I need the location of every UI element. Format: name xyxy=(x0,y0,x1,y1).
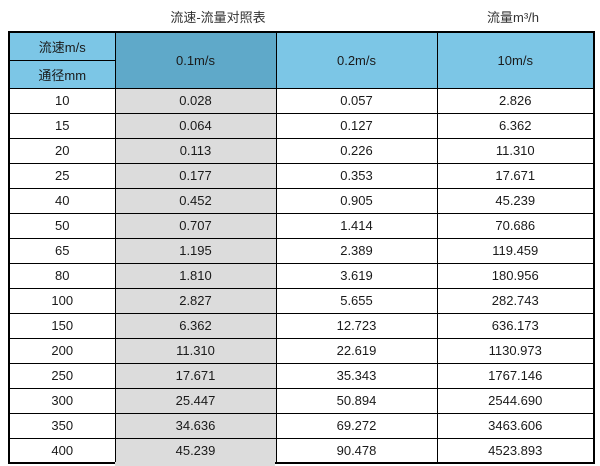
table-row: 100 2.827 5.655 282.743 xyxy=(8,287,595,314)
value-cell: 0.905 xyxy=(275,187,438,214)
value-cell: 2.827 xyxy=(114,287,277,314)
value-cell: 0.057 xyxy=(275,87,438,114)
value-cell: 45.239 xyxy=(436,187,595,214)
diameter-cell: 250 xyxy=(8,362,116,389)
value-cell: 12.723 xyxy=(275,312,438,339)
value-cell: 70.686 xyxy=(436,212,595,239)
table-row: 65 1.195 2.389 119.459 xyxy=(8,237,595,264)
value-cell: 1767.146 xyxy=(436,362,595,389)
diameter-cell: 150 xyxy=(8,312,116,339)
table-row: 250 17.671 35.343 1767.146 xyxy=(8,362,595,389)
diameter-cell: 350 xyxy=(8,412,116,439)
value-cell: 5.655 xyxy=(275,287,438,314)
table-row: 10 0.028 0.057 2.826 xyxy=(8,87,595,114)
value-cell: 1.810 xyxy=(114,262,277,289)
value-cell: 11.310 xyxy=(114,337,277,364)
value-cell: 6.362 xyxy=(114,312,277,339)
value-cell: 282.743 xyxy=(436,287,595,314)
table-row: 40 0.452 0.905 45.239 xyxy=(8,187,595,214)
flow-unit-label: 流量m³/h xyxy=(487,10,540,25)
table-row: 25 0.177 0.353 17.671 xyxy=(8,162,595,189)
value-cell: 11.310 xyxy=(436,137,595,164)
value-cell: 4523.893 xyxy=(436,437,595,464)
diameter-cell: 50 xyxy=(8,212,116,239)
value-cell: 0.226 xyxy=(275,137,438,164)
value-cell: 0.064 xyxy=(114,112,277,139)
value-cell: 1130.973 xyxy=(436,337,595,364)
table-row: 20 0.113 0.226 11.310 xyxy=(8,137,595,164)
value-cell: 3.619 xyxy=(275,262,438,289)
value-cell: 0.353 xyxy=(275,162,438,189)
value-cell: 2544.690 xyxy=(436,387,595,414)
value-cell: 45.239 xyxy=(114,437,277,464)
value-cell: 34.636 xyxy=(114,412,277,439)
diameter-cell: 65 xyxy=(8,237,116,264)
column-header-0-1ms: 0.1m/s xyxy=(114,31,277,89)
value-cell: 180.956 xyxy=(436,262,595,289)
value-cell: 2.826 xyxy=(436,87,595,114)
value-cell: 17.671 xyxy=(114,362,277,389)
table-body: 10 0.028 0.057 2.826 15 0.064 0.127 6.362 20 0.11… xyxy=(8,87,595,464)
value-cell: 3463.606 xyxy=(436,412,595,439)
table-row: 400 45.239 90.478 4523.893 xyxy=(8,437,595,464)
diameter-cell: 20 xyxy=(8,137,116,164)
value-cell: 90.478 xyxy=(275,437,438,464)
table-row: 15 0.064 0.127 6.362 xyxy=(8,112,595,139)
table-row: 80 1.810 3.619 180.956 xyxy=(8,262,595,289)
value-cell: 22.619 xyxy=(275,337,438,364)
table-header: 流速m/s 0.1m/s 0.2m/s 10m/s 通径mm xyxy=(8,31,595,89)
table-title: 流速-流量对照表 xyxy=(170,10,266,25)
diameter-cell: 25 xyxy=(8,162,116,189)
value-cell: 119.459 xyxy=(436,237,595,264)
diameter-cell: 100 xyxy=(8,287,116,314)
value-cell: 0.127 xyxy=(275,112,438,139)
column-header-10ms: 10m/s xyxy=(436,31,595,89)
value-cell: 35.343 xyxy=(275,362,438,389)
value-cell: 0.452 xyxy=(114,187,277,214)
table-row: 200 11.310 22.619 1130.973 xyxy=(8,337,595,364)
value-cell: 636.173 xyxy=(436,312,595,339)
value-cell: 17.671 xyxy=(436,162,595,189)
diameter-cell: 200 xyxy=(8,337,116,364)
value-cell: 69.272 xyxy=(275,412,438,439)
value-cell: 0.028 xyxy=(114,87,277,114)
grey-column-tail-decoration xyxy=(115,462,275,466)
value-cell: 25.447 xyxy=(114,387,277,414)
diameter-cell: 15 xyxy=(8,112,116,139)
value-cell: 2.389 xyxy=(275,237,438,264)
value-cell: 1.414 xyxy=(275,212,438,239)
value-cell: 0.113 xyxy=(114,137,277,164)
corner-diameter-label: 通径mm xyxy=(8,59,116,89)
diameter-cell: 80 xyxy=(8,262,116,289)
table-row: 350 34.636 69.272 3463.606 xyxy=(8,412,595,439)
table-row: 300 25.447 50.894 2544.690 xyxy=(8,387,595,414)
value-cell: 1.195 xyxy=(114,237,277,264)
flow-rate-table: 流速m/s 0.1m/s 0.2m/s 10m/s 通径mm 10 0.028 0.… xyxy=(8,31,595,464)
value-cell: 0.707 xyxy=(114,212,277,239)
value-cell: 50.894 xyxy=(275,387,438,414)
corner-velocity-label: 流速m/s xyxy=(8,31,116,61)
diameter-cell: 10 xyxy=(8,87,116,114)
diameter-cell: 40 xyxy=(8,187,116,214)
diameter-cell: 300 xyxy=(8,387,116,414)
diameter-cell: 400 xyxy=(8,437,116,464)
table-row: 50 0.707 1.414 70.686 xyxy=(8,212,595,239)
table-row: 150 6.362 12.723 636.173 xyxy=(8,312,595,339)
value-cell: 0.177 xyxy=(114,162,277,189)
column-header-0-2ms: 0.2m/s xyxy=(275,31,438,89)
value-cell: 6.362 xyxy=(436,112,595,139)
